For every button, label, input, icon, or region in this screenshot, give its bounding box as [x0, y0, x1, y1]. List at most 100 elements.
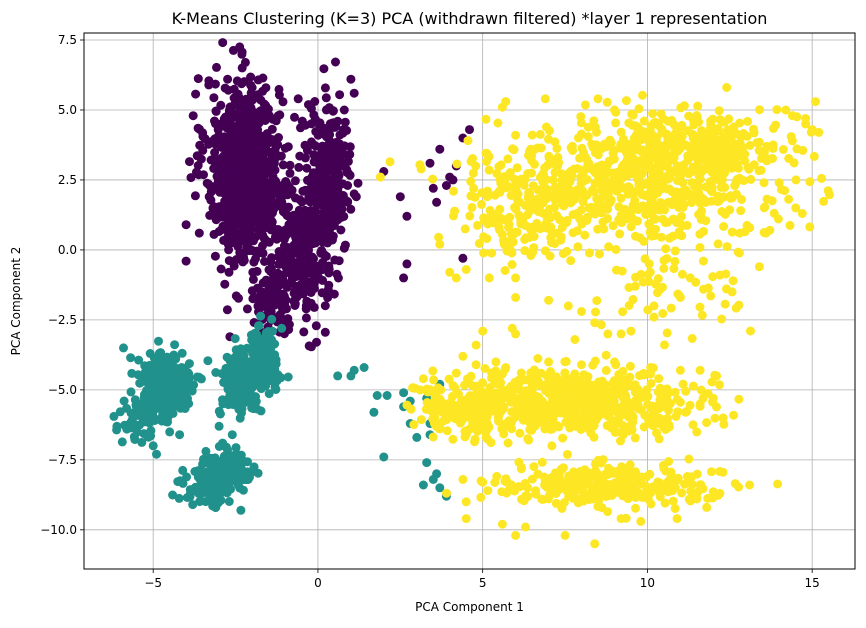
data-point [193, 74, 203, 84]
data-point [476, 396, 485, 405]
data-point [707, 467, 716, 477]
data-point [220, 279, 230, 289]
data-point [503, 154, 513, 164]
data-point [512, 163, 522, 173]
data-point [527, 168, 536, 178]
data-point [657, 154, 667, 164]
data-point [565, 418, 575, 428]
data-point [688, 420, 698, 430]
y-tick-label: 7.5 [58, 33, 77, 47]
data-point [315, 196, 325, 206]
data-point [235, 413, 245, 423]
data-point [702, 418, 712, 428]
data-point [511, 293, 521, 302]
data-point [193, 472, 203, 482]
cluster-0-points [181, 38, 474, 352]
data-point [659, 255, 669, 265]
data-point [154, 357, 164, 367]
data-point [278, 273, 288, 283]
data-point [266, 183, 276, 193]
data-point [231, 363, 241, 372]
data-point [194, 124, 204, 134]
data-point [550, 195, 560, 205]
data-point [435, 483, 445, 493]
data-point [158, 411, 168, 421]
data-point [659, 264, 669, 273]
data-point [738, 129, 748, 138]
data-point [664, 197, 674, 207]
data-point [311, 127, 321, 137]
data-point [449, 401, 459, 411]
data-point [494, 162, 504, 172]
data-point [654, 120, 664, 130]
data-point [478, 326, 488, 336]
data-point [302, 163, 312, 173]
data-point [640, 190, 650, 200]
data-point [649, 301, 659, 311]
data-point [248, 267, 258, 277]
data-point [449, 186, 458, 196]
data-point [639, 422, 649, 432]
data-point [323, 192, 333, 202]
data-point [660, 416, 670, 426]
data-point [482, 192, 492, 202]
data-point [119, 396, 129, 406]
data-point [196, 154, 206, 164]
data-point [570, 369, 580, 379]
data-point [700, 145, 710, 155]
data-point [656, 232, 666, 242]
data-point [622, 378, 632, 388]
data-point [745, 480, 755, 490]
data-point [511, 273, 521, 283]
data-point [636, 516, 646, 526]
data-point [593, 150, 603, 160]
data-point [580, 465, 590, 475]
data-point [266, 307, 276, 317]
chart-title: K-Means Clustering (K=3) PCA (withdrawn … [172, 9, 768, 28]
data-point [282, 282, 292, 292]
data-point [259, 195, 269, 205]
data-point [570, 388, 580, 398]
data-point [254, 358, 263, 368]
data-point [343, 181, 353, 190]
data-point [792, 144, 802, 154]
data-point [727, 287, 737, 297]
data-point [516, 396, 525, 406]
data-point [622, 467, 632, 477]
data-point [596, 384, 606, 394]
data-point [221, 225, 231, 235]
data-point [633, 472, 643, 482]
data-point [284, 320, 294, 329]
data-point [516, 219, 526, 229]
data-point [602, 97, 612, 107]
data-point [559, 375, 569, 385]
data-point [734, 394, 744, 404]
data-point [613, 418, 623, 428]
data-point [660, 340, 669, 350]
data-point [573, 185, 583, 195]
data-point [335, 139, 345, 149]
data-point [181, 220, 191, 230]
data-point [513, 380, 523, 390]
data-point [616, 143, 626, 153]
data-point [817, 173, 827, 183]
y-tick-label: 0.0 [58, 243, 77, 257]
data-point [540, 424, 550, 434]
data-point [648, 109, 658, 119]
data-point [336, 225, 346, 235]
data-point [472, 418, 482, 428]
data-point [530, 159, 539, 169]
data-point [789, 158, 799, 168]
data-point [506, 381, 516, 391]
data-point [267, 314, 277, 324]
data-point [583, 122, 593, 132]
data-point [218, 475, 228, 485]
data-point [221, 379, 231, 389]
data-point [428, 183, 438, 193]
data-point [266, 281, 276, 291]
data-point [369, 407, 379, 417]
data-point [349, 189, 359, 199]
data-point [592, 127, 601, 137]
data-point [719, 222, 729, 231]
data-point [668, 496, 678, 506]
